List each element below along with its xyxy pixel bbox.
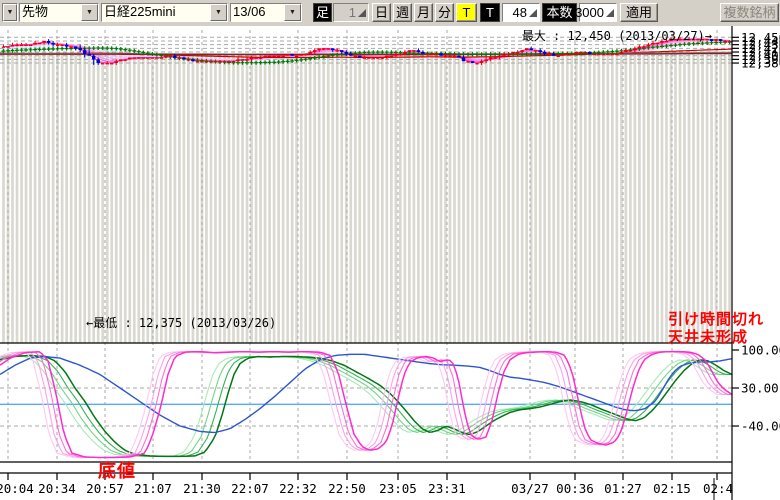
- svg-text:-40.00: -40.00: [741, 419, 780, 434]
- svg-text:01:27: 01:27: [604, 481, 642, 496]
- chart-area: 12,45012,44012,43012,42012,41012,40012,3…: [0, 26, 780, 500]
- interval-input[interactable]: 1: [333, 3, 369, 22]
- price-chart-svg: 12,45012,44012,43012,42012,41012,40012,3…: [0, 26, 780, 500]
- svg-text:22:32: 22:32: [279, 481, 317, 496]
- svg-text:30.00: 30.00: [741, 381, 779, 396]
- chevron-down-icon[interactable]: ▼: [81, 4, 98, 21]
- category-value: 先物: [20, 4, 81, 21]
- bars-count-value: 3000: [575, 5, 606, 20]
- contract-value: 13/06: [231, 4, 284, 21]
- svg-text:21:30: 21:30: [183, 481, 221, 496]
- period-tick-button[interactable]: T: [456, 3, 477, 22]
- preset-combo[interactable]: ▼: [2, 3, 18, 22]
- symbol-value: 日経225mini: [102, 4, 210, 21]
- svg-text:20:57: 20:57: [86, 481, 124, 496]
- svg-text:02:4: 02:4: [703, 481, 733, 496]
- svg-text:12,380: 12,380: [741, 56, 780, 71]
- bottom-price-annotation: 底値: [98, 457, 136, 483]
- svg-text:21:07: 21:07: [134, 481, 172, 496]
- apply-button[interactable]: 適用: [620, 3, 658, 22]
- period-day-button[interactable]: 日: [372, 3, 391, 22]
- symbol-combo[interactable]: 日経225mini ▼: [101, 3, 228, 22]
- spinner-icon[interactable]: [529, 9, 537, 17]
- category-combo[interactable]: 先物 ▼: [19, 3, 99, 22]
- app-window: ▼ 先物 ▼ 日経225mini ▼ 13/06 ▼ 足 1 日 週 月 分 T…: [0, 0, 780, 500]
- hatch-fill-layer: [4, 38, 730, 343]
- ashi-label: 足: [313, 3, 332, 22]
- comment-annotation-line2: 天井未形成: [668, 326, 748, 347]
- chevron-down-icon[interactable]: ▼: [210, 4, 227, 21]
- svg-text:02:15: 02:15: [653, 481, 691, 496]
- multi-symbol-button[interactable]: 複数銘柄: [720, 3, 779, 22]
- chevron-down-icon[interactable]: ▼: [3, 4, 17, 21]
- svg-text:22:07: 22:07: [231, 481, 269, 496]
- spinner-icon[interactable]: [358, 9, 366, 17]
- period-week-button[interactable]: 週: [393, 3, 412, 22]
- svg-text:23:31: 23:31: [428, 481, 466, 496]
- svg-text:23:05: 23:05: [379, 481, 417, 496]
- period-month-button[interactable]: 月: [414, 3, 433, 22]
- svg-text:20:04: 20:04: [0, 481, 34, 496]
- session-high-annotation: 最大 : 12,450 (2013/03/27)→: [522, 27, 712, 44]
- chevron-down-icon[interactable]: ▼: [284, 4, 301, 21]
- contract-combo[interactable]: 13/06 ▼: [230, 3, 302, 22]
- svg-text:00:36: 00:36: [556, 481, 594, 496]
- tick-count-input[interactable]: 48: [502, 3, 540, 22]
- interval-value: 1: [349, 5, 358, 20]
- toolbar: ▼ 先物 ▼ 日経225mini ▼ 13/06 ▼ 足 1 日 週 月 分 T…: [0, 0, 780, 27]
- tick-count-value: 48: [513, 5, 529, 20]
- bars-label: 本数: [542, 3, 577, 22]
- spinner-icon[interactable]: [606, 9, 614, 17]
- period-minute-button[interactable]: 分: [435, 3, 454, 22]
- session-low-annotation: ←最低 : 12,375 (2013/03/26): [86, 314, 276, 331]
- svg-text:03/27: 03/27: [511, 481, 549, 496]
- svg-text:20:34: 20:34: [38, 481, 76, 496]
- bars-count-input[interactable]: 3000: [579, 3, 617, 22]
- tick-label: T: [480, 3, 500, 22]
- svg-text:22:50: 22:50: [328, 481, 366, 496]
